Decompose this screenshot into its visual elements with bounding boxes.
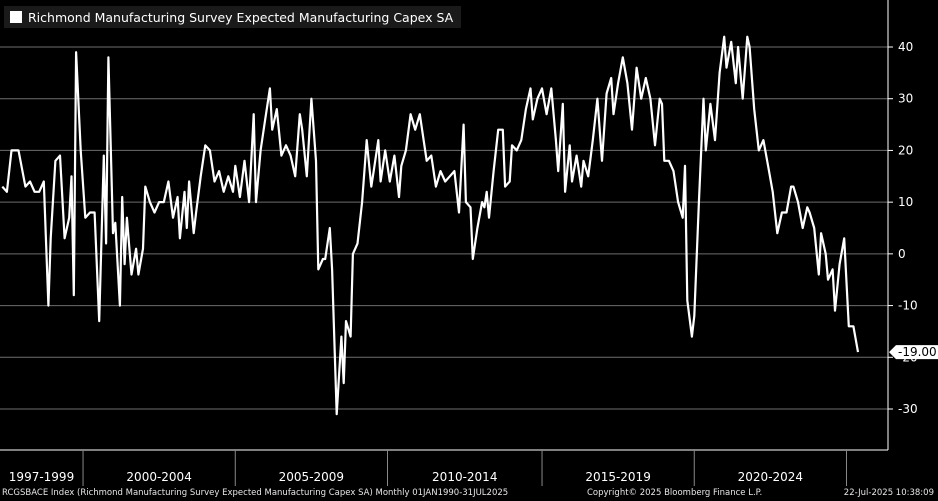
x-tick-label: 2020-2024 — [738, 470, 803, 484]
legend-swatch — [10, 11, 22, 23]
footer-source: RCGSBACE Index (Richmond Manufacturing S… — [2, 488, 509, 498]
y-tick-label: -30 — [898, 402, 918, 416]
x-tick-label: 2000-2004 — [126, 470, 191, 484]
y-tick-label: 30 — [898, 92, 913, 106]
footer-timestamp: 22-Jul-2025 10:38:09 — [843, 488, 934, 498]
last-value-label: -19.00 — [898, 345, 937, 359]
y-tick-label: 20 — [898, 143, 913, 157]
chart-footer: RCGSBACE Index (Richmond Manufacturing S… — [0, 486, 938, 501]
last-value-box — [889, 345, 938, 360]
footer-copyright: Copyright© 2025 Bloomberg Finance L.P. — [587, 488, 763, 498]
x-tick-label: 2005-2009 — [279, 470, 344, 484]
y-tick-label: 0 — [898, 247, 906, 261]
x-tick-label: 1997-1999 — [9, 470, 74, 484]
y-tick-label: 40 — [898, 40, 913, 54]
x-tick-label: 2015-2019 — [585, 470, 650, 484]
legend-label: Richmond Manufacturing Survey Expected M… — [28, 9, 454, 25]
y-tick-label: -10 — [898, 299, 918, 313]
last-value-tag: -19.00 — [889, 345, 938, 360]
x-tick-label: 2010-2014 — [432, 470, 497, 484]
series-line — [1, 35, 860, 416]
grid-layer — [0, 46, 888, 410]
y-tick-label: 10 — [898, 195, 913, 209]
chart-legend: Richmond Manufacturing Survey Expected M… — [4, 6, 462, 28]
series-layer — [1, 35, 860, 416]
x-axis: 1997-1999 2000-2004 2005-2009 2010-2014 2015… — [0, 449, 888, 486]
